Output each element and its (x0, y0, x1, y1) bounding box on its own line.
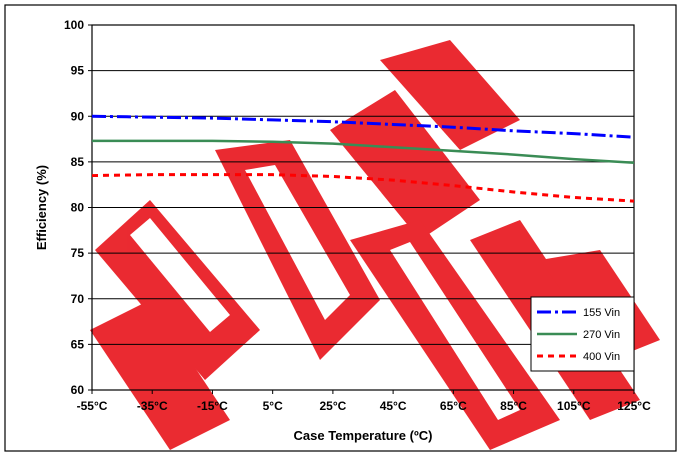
x-tick-label: 5°C (263, 399, 283, 413)
y-tick-label: 65 (71, 337, 85, 351)
legend-label: 400 Vin (583, 351, 620, 363)
legend-label: 155 Vin (583, 307, 620, 319)
y-axis-title: Efficiency (%) (34, 165, 49, 250)
legend: 155 Vin 270 Vin 400 Vin (530, 296, 635, 372)
x-tick-label: 25°C (319, 399, 346, 413)
series-line-400-vin (91, 173, 635, 203)
chart-border (4, 4, 677, 452)
y-tick-label: 90 (71, 109, 85, 123)
x-axis-ticks: -55°C -35°C -15°C 5°C 25°C 45°C 65°C 85°C 105°C 1… (77, 390, 651, 413)
y-tick-label: 80 (71, 201, 85, 215)
x-tick-label: 125°C (617, 399, 651, 413)
y-tick-label: 95 (71, 64, 85, 78)
x-tick-label: -35°C (137, 399, 168, 413)
y-tick-label: 85 (71, 155, 85, 169)
y-axis-ticks: 60 65 70 75 80 85 90 95 100 (64, 18, 92, 397)
x-tick-label: -55°C (77, 399, 108, 413)
x-tick-label: 85°C (500, 399, 527, 413)
x-tick-label: 105°C (557, 399, 591, 413)
y-tick-label: 70 (71, 292, 85, 306)
x-tick-label: 45°C (380, 399, 407, 413)
y-tick-label: 60 (71, 383, 85, 397)
x-axis-title: Case Temperature (ºC) (294, 428, 433, 443)
y-tick-label: 100 (64, 18, 84, 32)
x-tick-label: -15°C (197, 399, 228, 413)
y-tick-label: 75 (71, 246, 85, 260)
legend-label: 270 Vin (583, 329, 620, 341)
series-lines (91, 114, 635, 203)
series-line-155-vin (91, 114, 635, 139)
x-tick-label: 65°C (440, 399, 467, 413)
series-line-270-vin (92, 139, 635, 165)
